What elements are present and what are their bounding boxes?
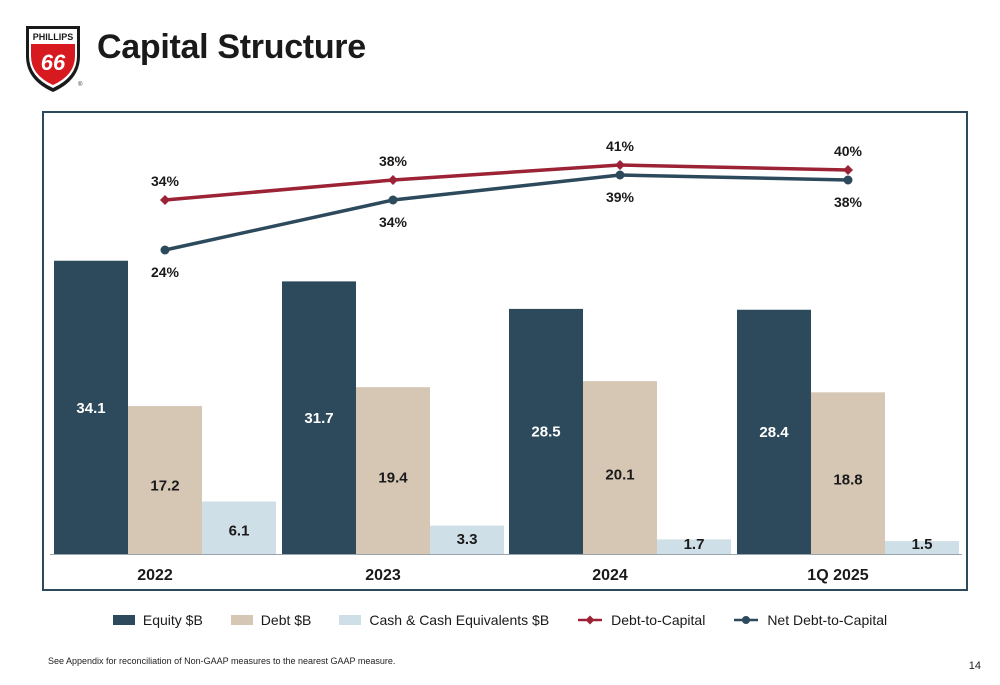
bar-debt-b-2023 xyxy=(356,387,430,554)
footnote: See Appendix for reconciliation of Non-G… xyxy=(48,656,396,666)
legend-swatch-debt-to-capital xyxy=(578,615,603,625)
data-label-cash-cash-equivalents-b-2024: 1.7 xyxy=(684,536,705,553)
legend-label-debt: Debt $B xyxy=(260,612,312,628)
data-label-equity-b-1q-2025: 28.4 xyxy=(759,424,789,441)
legend-item-cash: Cash & Cash Equivalents $B xyxy=(339,612,549,628)
bar-debt-b-1q-2025 xyxy=(811,392,885,554)
x-tick-label-2023: 2023 xyxy=(365,567,401,584)
legend-label-equity: Equity $B xyxy=(142,612,203,628)
bar-cash-cash-equivalents-b-2023 xyxy=(430,525,504,554)
legend-label-cash: Cash & Cash Equivalents $B xyxy=(369,612,550,628)
point-debt-to-capital-2022 xyxy=(160,195,170,205)
point-net-debt-to-capital-2022 xyxy=(160,245,170,255)
page-number: 14 xyxy=(968,660,981,672)
legend-item-net-debt-to-capital: Net Debt-to-Capital xyxy=(733,612,887,628)
legend-label-debt-to-capital: Debt-to-Capital xyxy=(611,612,706,628)
data-label-debt-to-capital-2023: 38% xyxy=(379,153,408,169)
chart-frame xyxy=(42,111,968,591)
bar-debt-b-2022 xyxy=(128,406,202,554)
logo-text-top: PHILLIPS xyxy=(33,32,74,42)
phillips-66-logo: PHILLIPS 66 ® xyxy=(22,22,84,94)
data-label-cash-cash-equivalents-b-1q-2025: 1.5 xyxy=(912,536,933,553)
point-net-debt-to-capital-2024 xyxy=(615,170,625,180)
line-net-debt-to-capital xyxy=(164,173,849,252)
data-label-debt-b-2022: 17.2 xyxy=(150,477,179,494)
data-label-debt-b-1q-2025: 18.8 xyxy=(833,471,862,488)
point-net-debt-to-capital-2023 xyxy=(388,195,398,205)
data-label-debt-b-2023: 19.4 xyxy=(378,469,408,486)
data-label-net-debt-to-capital-2024: 39% xyxy=(606,189,635,205)
chart-legend: Equity $B Debt $B Cash & Cash Equivalent… xyxy=(0,612,1000,628)
data-label-debt-to-capital-2024: 41% xyxy=(606,138,635,154)
bar-cash-cash-equivalents-b-1q-2025 xyxy=(885,541,959,554)
logo-registered-mark: ® xyxy=(78,82,83,88)
data-label-net-debt-to-capital-1q-2025: 38% xyxy=(834,194,863,210)
data-label-cash-cash-equivalents-b-2022: 6.1 xyxy=(229,523,250,540)
data-label-equity-b-2023: 31.7 xyxy=(304,410,333,427)
data-label-debt-b-2024: 20.1 xyxy=(605,467,634,484)
data-label-debt-to-capital-1q-2025: 40% xyxy=(834,143,863,159)
point-net-debt-to-capital-1q-2025 xyxy=(843,175,853,185)
point-debt-to-capital-1q-2025 xyxy=(843,165,853,175)
bar-equity-b-2024 xyxy=(509,308,583,554)
data-label-net-debt-to-capital-2022: 24% xyxy=(151,264,180,280)
bar-cash-cash-equivalents-b-2024 xyxy=(657,539,731,554)
x-tick-label-2022: 2022 xyxy=(137,567,173,584)
bar-equity-b-1q-2025 xyxy=(737,309,811,554)
logo-text-number: 66 xyxy=(41,50,66,75)
bar-debt-b-2024 xyxy=(583,381,657,554)
legend-label-net-debt-to-capital: Net Debt-to-Capital xyxy=(767,612,888,628)
data-label-equity-b-2024: 28.5 xyxy=(531,423,560,440)
legend-swatch-net-debt-to-capital xyxy=(734,616,759,624)
point-debt-to-capital-2023 xyxy=(388,175,398,185)
data-label-cash-cash-equivalents-b-2023: 3.3 xyxy=(457,531,478,548)
legend-item-equity: Equity $B xyxy=(112,612,203,628)
bar-cash-cash-equivalents-b-2022 xyxy=(202,501,276,554)
legend-swatch-debt xyxy=(230,615,253,625)
line-debt-to-capital xyxy=(164,163,849,202)
page-title: Capital Structure xyxy=(97,28,366,66)
legend-swatch-cash xyxy=(339,615,362,625)
legend-swatch-equity xyxy=(112,615,135,625)
bar-equity-b-2023 xyxy=(282,281,356,554)
bar-equity-b-2022 xyxy=(54,260,128,554)
data-label-net-debt-to-capital-2023: 34% xyxy=(379,214,408,230)
data-label-equity-b-2022: 34.1 xyxy=(76,400,105,417)
x-tick-label-2024: 2024 xyxy=(592,567,628,584)
point-debt-to-capital-2024 xyxy=(615,160,625,170)
legend-item-debt-to-capital: Debt-to-Capital xyxy=(577,612,705,628)
legend-item-debt: Debt $B xyxy=(230,612,312,628)
x-tick-label-1q-2025: 1Q 2025 xyxy=(807,567,868,584)
data-label-debt-to-capital-2022: 34% xyxy=(151,173,180,189)
